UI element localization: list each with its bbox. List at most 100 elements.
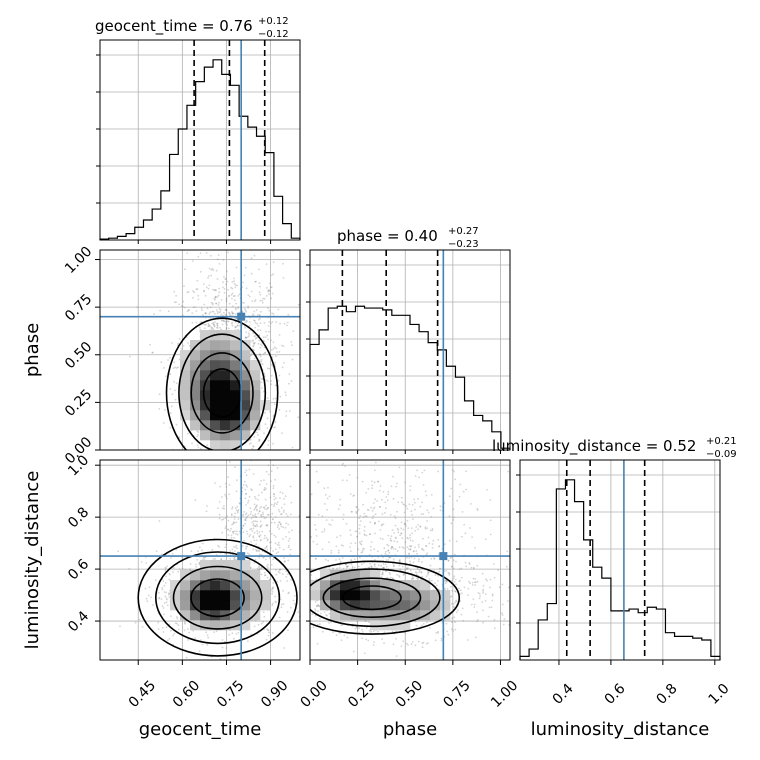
sample-point [414,501,416,504]
sample-point [193,291,196,294]
sample-point [264,336,267,339]
sample-point [258,291,261,294]
density-cell [230,580,241,591]
sample-point [271,590,274,593]
sample-point [279,513,282,516]
density-cell [220,370,231,381]
sample-point [216,295,219,298]
sample-point [228,460,231,463]
sample-point [117,550,120,553]
density-cell [200,580,211,591]
sample-point [247,453,249,455]
density-cell [220,380,231,391]
sample-point [195,310,198,312]
sample-point [280,506,283,509]
sample-point [151,351,154,354]
sample-point [439,567,442,570]
sample-point [389,539,392,542]
sample-point [208,325,210,328]
density-cell [240,390,251,401]
sample-point [262,297,264,300]
sample-point [291,446,294,449]
sample-point [246,515,249,518]
sample-point [461,535,463,538]
sample-point [319,618,321,620]
sample-point [402,503,404,505]
sample-point [503,618,506,620]
sample-point [400,532,403,534]
sample-point [405,642,408,645]
sample-point [326,614,328,617]
sample-point [393,532,395,534]
sample-point [225,283,228,286]
sample-point [264,574,266,577]
sample-point [273,495,276,498]
sample-point [231,548,234,551]
sample-point [360,551,363,554]
sample-point [468,580,470,583]
density-cell [320,600,331,611]
sample-point [341,556,344,559]
sample-point [340,624,343,627]
sample-point [421,501,423,504]
sample-point [238,293,241,296]
sample-point [158,596,161,599]
sample-point [258,553,261,556]
sample-point [289,548,292,551]
sample-point [200,447,202,450]
sample-point [254,558,257,561]
sample-point [233,557,235,559]
sample-point [398,564,401,567]
sample-point [245,547,247,550]
sample-point [234,307,237,310]
density-cell [200,370,211,381]
sample-point [162,580,165,582]
sample-point [248,553,251,556]
sample-point [207,636,210,639]
sample-point [475,581,477,584]
density-cell [200,600,211,611]
sample-point [242,531,245,534]
sample-point [260,539,262,541]
sample-point [192,306,195,309]
sample-point [421,624,423,627]
sample-point [379,485,382,487]
sample-point [281,513,283,515]
sample-point [256,532,259,535]
sample-point [297,416,300,419]
sample-point [261,363,264,366]
sample-point [459,579,461,582]
sample-point [351,565,354,568]
sample-point [382,566,385,569]
sample-point [236,324,239,326]
sample-point [253,335,256,338]
sample-point [314,610,317,612]
sample-point [235,308,237,311]
sample-point [476,507,479,510]
sample-point [258,568,261,571]
sample-point [447,572,450,574]
sample-point [267,307,269,310]
sample-point [422,484,425,486]
sample-point [178,338,181,340]
sample-point [279,322,281,325]
sample-point [262,506,265,509]
sample-point [285,570,288,573]
sample-point [263,322,266,324]
density-cell [210,420,221,431]
sample-point [235,317,238,320]
sample-point [412,577,414,580]
sample-point [175,301,178,303]
sample-point [246,533,249,535]
sample-point [336,536,338,538]
sample-point [119,625,121,628]
sample-point [478,597,481,600]
sample-point [450,585,452,588]
sample-point [261,635,263,637]
sample-point [248,468,251,471]
density-cell [240,400,251,411]
sample-point [369,563,371,565]
sample-point [224,278,227,280]
density-cell [190,340,201,351]
sample-point [251,300,254,302]
